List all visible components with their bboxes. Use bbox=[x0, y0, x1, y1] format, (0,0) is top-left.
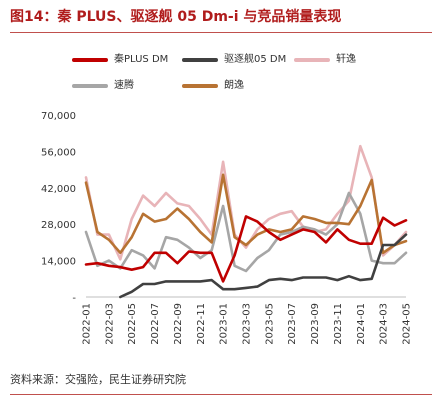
x-tick-label: 2023-11 bbox=[333, 303, 344, 345]
x-tick-label: 2022-01 bbox=[82, 303, 93, 345]
y-tick-label: 70,000 bbox=[41, 111, 76, 122]
x-tick-label: 2022-07 bbox=[150, 303, 161, 345]
x-tick-label: 2022-05 bbox=[127, 303, 138, 345]
legend-swatch-qin-plus bbox=[72, 58, 108, 62]
series-line-1 bbox=[119, 233, 408, 299]
series-line-3 bbox=[84, 191, 408, 273]
legend-label-sagitar: 速腾 bbox=[114, 80, 134, 91]
x-tick-label: 2022-11 bbox=[196, 303, 207, 345]
x-tick-label: 2024-03 bbox=[379, 303, 390, 345]
source-note: 资料来源：交强险，民生证券研究院 bbox=[10, 373, 186, 386]
y-tick-label: 14,000 bbox=[41, 257, 76, 268]
legend-label-destroyer-05: 驱逐舰05 DM bbox=[224, 54, 287, 65]
line-chart: - 14,000 28,000 42,000 56,000 70,000 2022-01 20… bbox=[41, 111, 413, 345]
series-line-0 bbox=[84, 215, 408, 283]
legend-swatch-sagitar bbox=[72, 84, 108, 88]
y-tick-label: - bbox=[72, 293, 76, 304]
title-divider bbox=[10, 32, 432, 33]
legend-swatch-destroyer-05 bbox=[182, 58, 218, 62]
x-tick-label: 2023-01 bbox=[219, 303, 230, 345]
x-tick-label: 2022-03 bbox=[104, 303, 115, 345]
x-tick-label: 2023-09 bbox=[310, 303, 321, 345]
x-tick-label: 2023-03 bbox=[242, 303, 253, 345]
legend-swatch-lavida bbox=[182, 84, 218, 88]
legend-swatch-sylphy bbox=[294, 58, 330, 62]
series-line-2 bbox=[84, 144, 408, 261]
x-tick-label: 2024-01 bbox=[356, 303, 367, 345]
x-tick-label: 2022-09 bbox=[173, 303, 184, 345]
series-line-4 bbox=[84, 173, 408, 255]
legend-label-qin-plus: 秦PLUS DM bbox=[114, 54, 169, 65]
figure-title: 图14：秦 PLUS、驱逐舰 05 Dm-i 与竞品销量表现 bbox=[10, 9, 342, 25]
footer-divider bbox=[10, 394, 432, 395]
chart-legend: 秦PLUS DM 驱逐舰05 DM 轩逸 速腾 朗逸 bbox=[0, 48, 440, 100]
x-tick-label: 2024-05 bbox=[402, 303, 413, 345]
x-tick-label: 2023-05 bbox=[264, 303, 275, 345]
legend-label-lavida: 朗逸 bbox=[224, 80, 244, 91]
y-tick-label: 42,000 bbox=[41, 184, 76, 195]
legend-label-sylphy: 轩逸 bbox=[336, 54, 356, 65]
x-tick-label: 2023-07 bbox=[287, 303, 298, 345]
y-tick-label: 28,000 bbox=[41, 220, 76, 231]
y-tick-label: 56,000 bbox=[41, 147, 76, 158]
